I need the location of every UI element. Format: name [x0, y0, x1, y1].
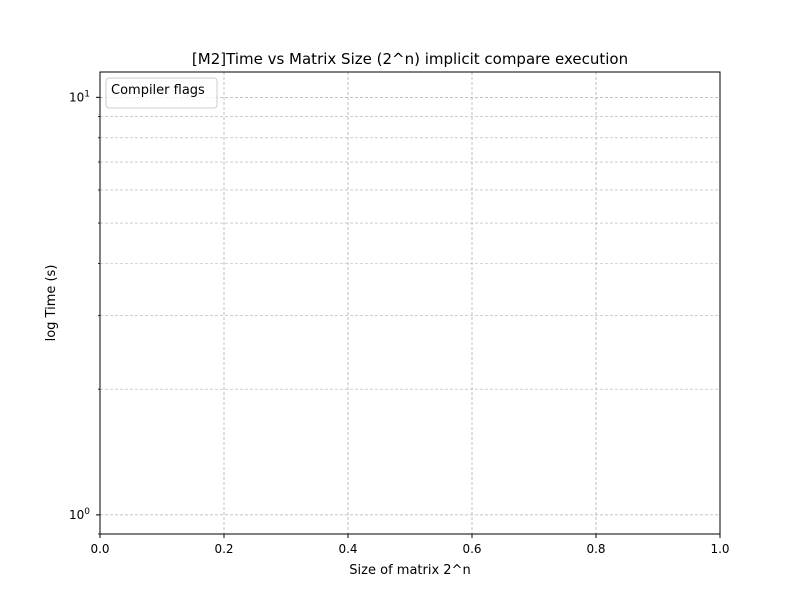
x-axis-label: Size of matrix 2^n — [349, 563, 470, 578]
x-tick-label: 0.0 — [90, 542, 109, 556]
legend: Compiler flags — [105, 77, 218, 109]
legend-title: Compiler flags — [111, 83, 205, 98]
x-tick-label: 0.6 — [462, 542, 481, 556]
x-tick-label: 0.2 — [214, 542, 233, 556]
grid-lines — [99, 72, 721, 535]
axes — [99, 71, 721, 535]
x-tick-label: 0.4 — [338, 542, 357, 556]
y-tick-label: 101 — [69, 89, 90, 104]
ticks: 0.0 0.2 0.4 0.6 0.8 1.0 100 101 — [69, 89, 730, 556]
chart-title: [M2]Time vs Matrix Size (2^n) implicit c… — [192, 50, 628, 68]
x-tick-label: 1.0 — [710, 542, 729, 556]
x-tick-label: 0.8 — [586, 542, 605, 556]
legend-box — [105, 77, 218, 109]
plot-frame — [99, 71, 721, 535]
y-axis-label: log Time (s) — [44, 265, 59, 342]
y-tick-label: 100 — [69, 507, 90, 522]
